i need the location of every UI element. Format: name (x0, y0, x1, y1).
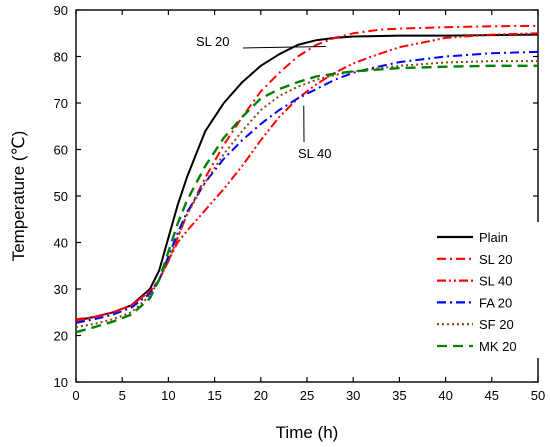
legend-label: SL 20 (479, 252, 513, 267)
x-tick-label: 30 (346, 388, 360, 403)
series-line-mk-20 (75, 64, 538, 334)
y-axis-title: Temperature (℃) (9, 131, 28, 262)
x-tick-label: 40 (438, 388, 452, 403)
legend-label: SL 40 (479, 274, 513, 289)
annotation-sl20: SL 20 (196, 34, 230, 49)
annotation-arrow-sl20 (242, 46, 327, 49)
x-axis-title: Time (h) (276, 423, 339, 442)
legend-label: FA 20 (479, 295, 512, 310)
y-tick-label: 50 (54, 189, 68, 204)
x-tick-label: 45 (485, 388, 499, 403)
x-tick-label: 35 (392, 388, 406, 403)
x-tick-label: 15 (207, 388, 221, 403)
legend-background (424, 222, 539, 358)
annotations: SL 20 SL 40 (196, 34, 332, 161)
x-tick-label: 25 (300, 388, 314, 403)
y-tick-label: 30 (54, 282, 68, 297)
series-lines (75, 24, 539, 334)
y-tick-label: 60 (54, 143, 68, 158)
y-tick-label: 20 (54, 329, 68, 344)
x-tick-label: 0 (72, 388, 79, 403)
y-tick-label: 90 (54, 3, 68, 18)
legend-label: MK 20 (479, 339, 517, 354)
series-line-sl-40 (75, 32, 539, 323)
axes: 0 5 10 15 20 25 30 35 40 45 50 10 20 30 40 50 60 70 80 90 Ti… (9, 3, 545, 442)
legend-label: SF 20 (479, 317, 514, 332)
y-tick-label: 40 (54, 236, 68, 251)
y-tick-label: 80 (54, 50, 68, 65)
legend-label: Plain (479, 230, 508, 245)
legend: Plain SL 20 SL 40 FA 20 SF 20 MK 20 (424, 222, 539, 358)
series-line-sl-20 (75, 24, 539, 321)
annotation-sl40: SL 40 (298, 146, 332, 161)
x-tick-label: 50 (531, 388, 545, 403)
series-line-fa-20 (75, 50, 539, 324)
x-tick-label: 10 (161, 388, 175, 403)
y-tick-label: 10 (54, 375, 68, 390)
series-line-plain (75, 33, 539, 322)
x-tick-label: 5 (119, 388, 126, 403)
y-tick-label: 70 (54, 96, 68, 111)
x-tick-label: 20 (254, 388, 268, 403)
